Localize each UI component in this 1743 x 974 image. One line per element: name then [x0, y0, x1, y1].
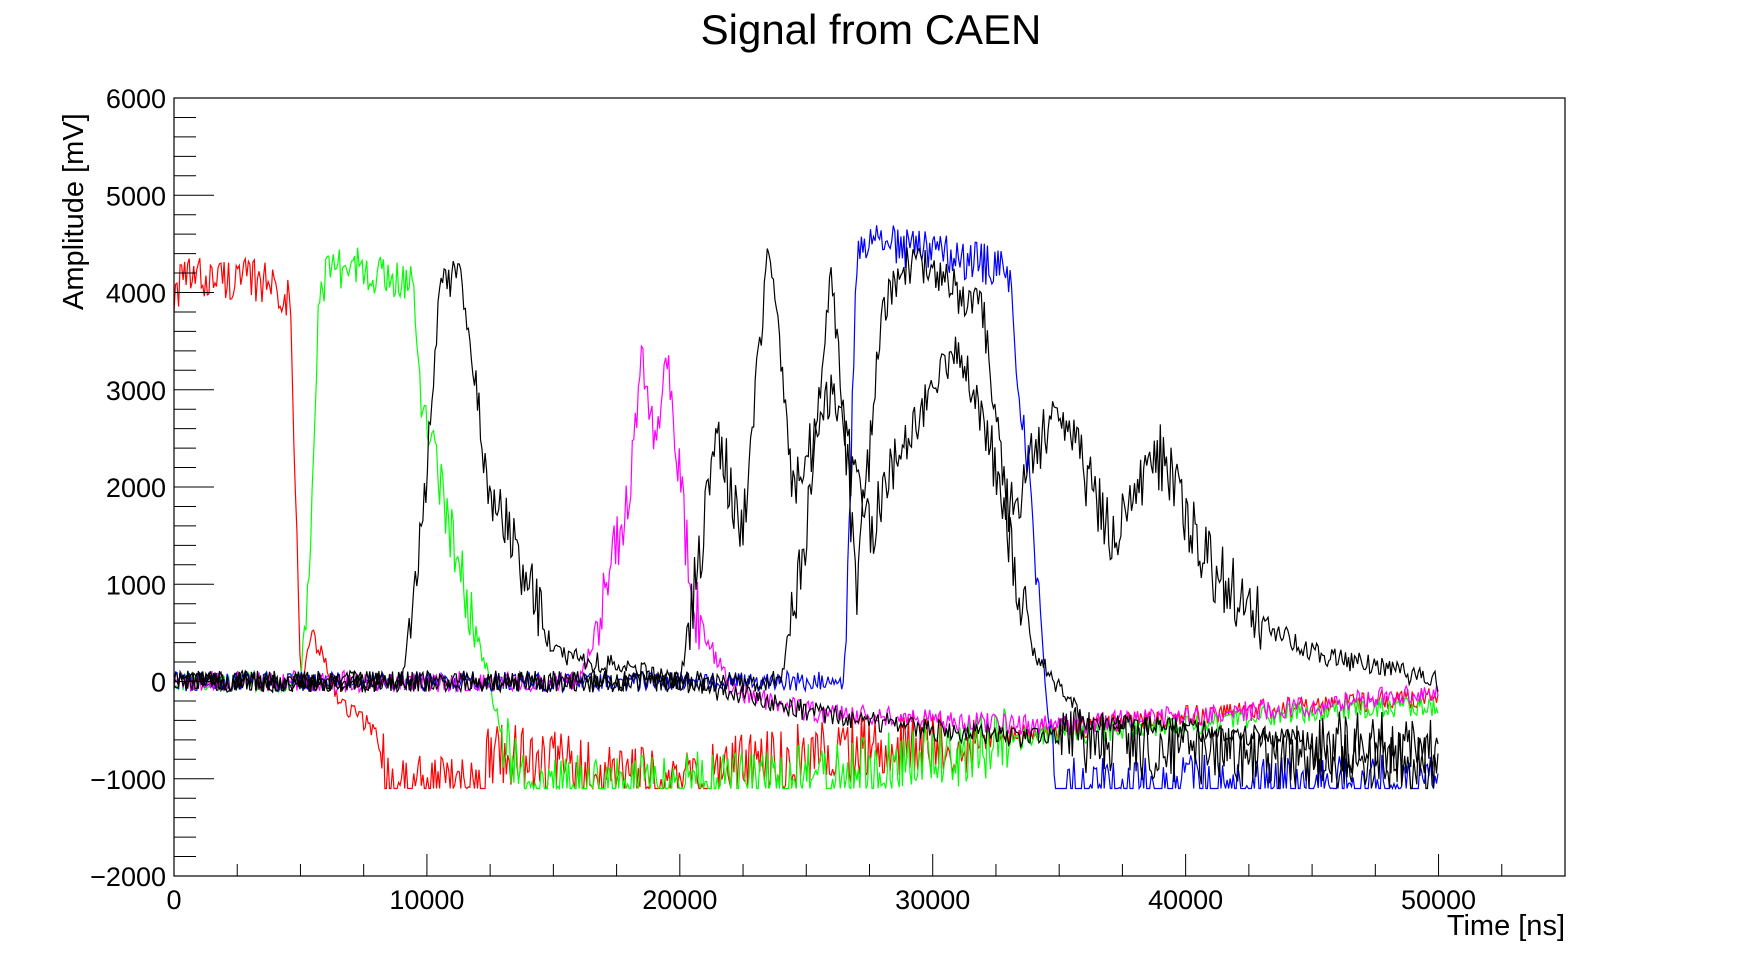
- chart-title: Signal from CAEN: [701, 6, 1042, 53]
- x-tick-label: 50000: [1401, 885, 1476, 915]
- x-tick-label: 0: [166, 885, 181, 915]
- y-tick-label: 1000: [106, 570, 166, 600]
- y-tick-label: 0: [151, 668, 166, 698]
- series-line-5: [173, 261, 1439, 790]
- x-axis-label: Time [ns]: [1447, 910, 1565, 942]
- y-tick-label: −2000: [90, 862, 166, 892]
- x-tick-label: 20000: [642, 885, 717, 915]
- series-line-7: [173, 248, 1439, 694]
- x-tick-label: 10000: [389, 885, 464, 915]
- series-line-2: [173, 247, 1439, 791]
- y-tick-label: −1000: [90, 765, 166, 795]
- y-tick-label: 2000: [106, 473, 166, 503]
- y-axis-label: Amplitude [mV]: [58, 113, 90, 310]
- y-tick-label: 5000: [106, 181, 166, 211]
- y-tick-label: 4000: [106, 279, 166, 309]
- x-tick-label: 40000: [1148, 885, 1223, 915]
- plot-area: 0 10000 20000 30000 40000 50000 −2000 −1000 0 100…: [90, 84, 1566, 915]
- y-tick-label: 6000: [106, 84, 166, 114]
- x-tick-label: 30000: [895, 885, 970, 915]
- y-tick-label: 3000: [106, 376, 166, 406]
